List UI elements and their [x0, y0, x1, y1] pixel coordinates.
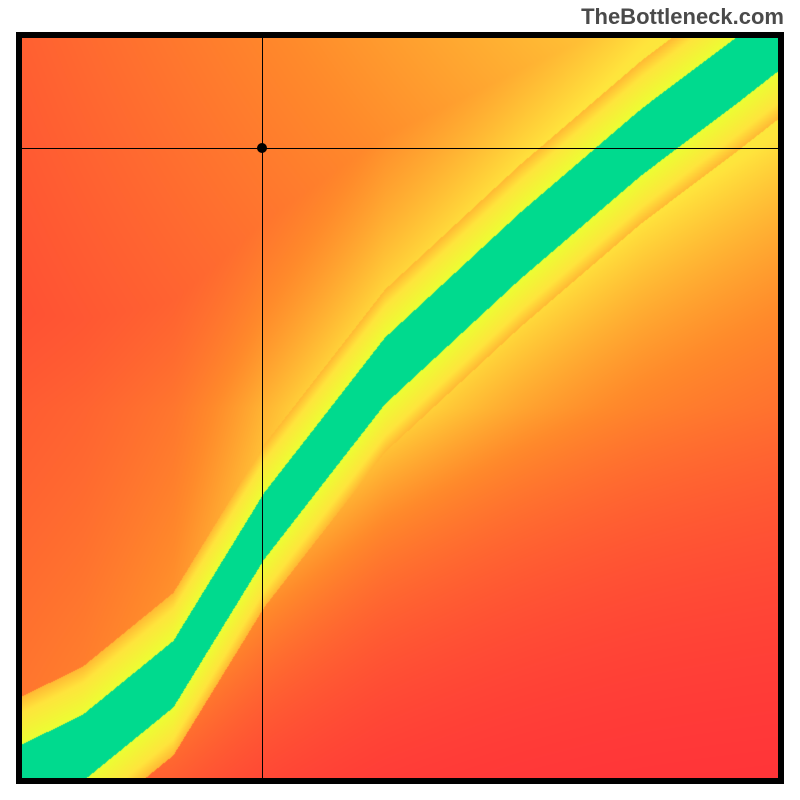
heatmap-frame [16, 32, 784, 784]
heatmap-plot-area [22, 38, 778, 778]
watermark-text: TheBottleneck.com [581, 4, 784, 30]
crosshair-marker [257, 143, 267, 153]
crosshair-horizontal [22, 148, 778, 149]
heatmap-canvas [22, 38, 778, 778]
